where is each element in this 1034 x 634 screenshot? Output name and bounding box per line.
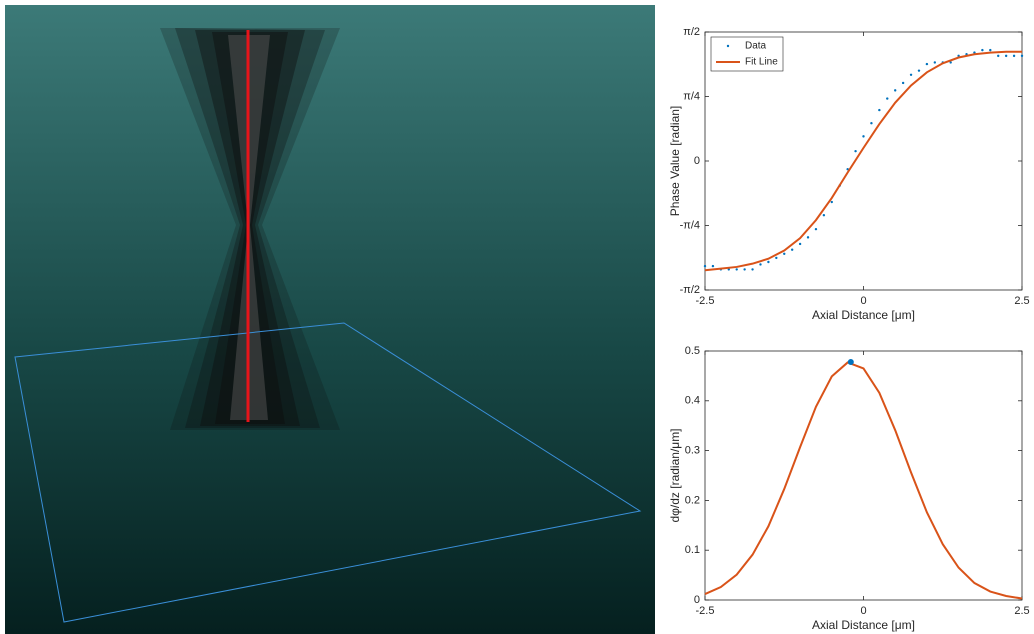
x-axis-title: Axial Distance [μm] [812,618,915,632]
data-point [862,135,865,138]
data-point [806,236,810,239]
data-point [743,268,746,271]
y-tick-label: π/2 [683,26,700,38]
y-tick-label: π/4 [683,90,700,102]
y-tick-label: 0.4 [685,395,700,407]
legend-label: Data [745,41,767,52]
data-point [711,264,715,268]
data-point [703,264,707,268]
y-tick-label: 0.2 [685,494,700,506]
data-point [767,260,770,264]
x-tick-label: -2.5 [696,295,715,307]
data-point [783,252,786,255]
legend-label: Fit Line [745,57,778,68]
legend-box [710,36,784,72]
data-point [870,122,873,125]
data-point [790,248,794,251]
x-tick-label: 0 [860,605,866,617]
y-tick-label: -π/2 [680,284,700,296]
x-axis-title: Axial Distance [μm] [812,308,915,322]
data-point [854,149,857,153]
data-point [901,81,905,85]
data-point [933,61,937,64]
data-point [981,48,984,52]
y-axis-title: Phase Value [radian] [668,106,682,217]
plot-area [704,350,1023,601]
data-point [751,268,754,271]
data-point [1020,54,1024,58]
data-point [909,73,913,76]
y-tick-label: 0 [694,594,700,606]
x-tick-label: 0 [860,295,866,307]
y-axis-title: dφ/dz [radian/μm] [668,428,682,522]
y-tick-label: 0.1 [685,544,700,556]
data-point [847,358,854,365]
data-point [925,62,929,66]
ground-plane [14,322,642,623]
y-tick-label: 0.3 [685,445,700,457]
x-tick-label: 2.5 [1014,605,1029,617]
y-tick-label: 0 [694,155,700,167]
beam-volume [160,28,340,430]
data-point [917,69,921,72]
data-point [814,227,818,231]
data-point [775,256,778,260]
data-point [886,97,889,100]
data-point [759,263,762,266]
data-point [989,48,992,52]
render-background [5,5,655,634]
data-point [822,214,826,217]
render-view [5,5,655,634]
data-point [798,242,802,246]
data-point [949,61,952,64]
y-tick-label: 0.5 [685,345,700,357]
legend: Data Fit Line [710,36,784,72]
data-point [894,89,897,92]
legend-swatch [726,44,730,48]
x-tick-label: 2.5 [1014,295,1029,307]
data-point [830,200,833,204]
fit-line [704,361,1023,600]
data-point [997,54,1000,58]
data-point [1004,54,1008,58]
data-point [878,108,881,112]
y-tick-label: -π/4 [680,219,700,231]
x-tick-label: -2.5 [696,605,715,617]
data-point [1012,54,1016,58]
data-point [735,268,738,271]
fit-line [704,50,1022,272]
